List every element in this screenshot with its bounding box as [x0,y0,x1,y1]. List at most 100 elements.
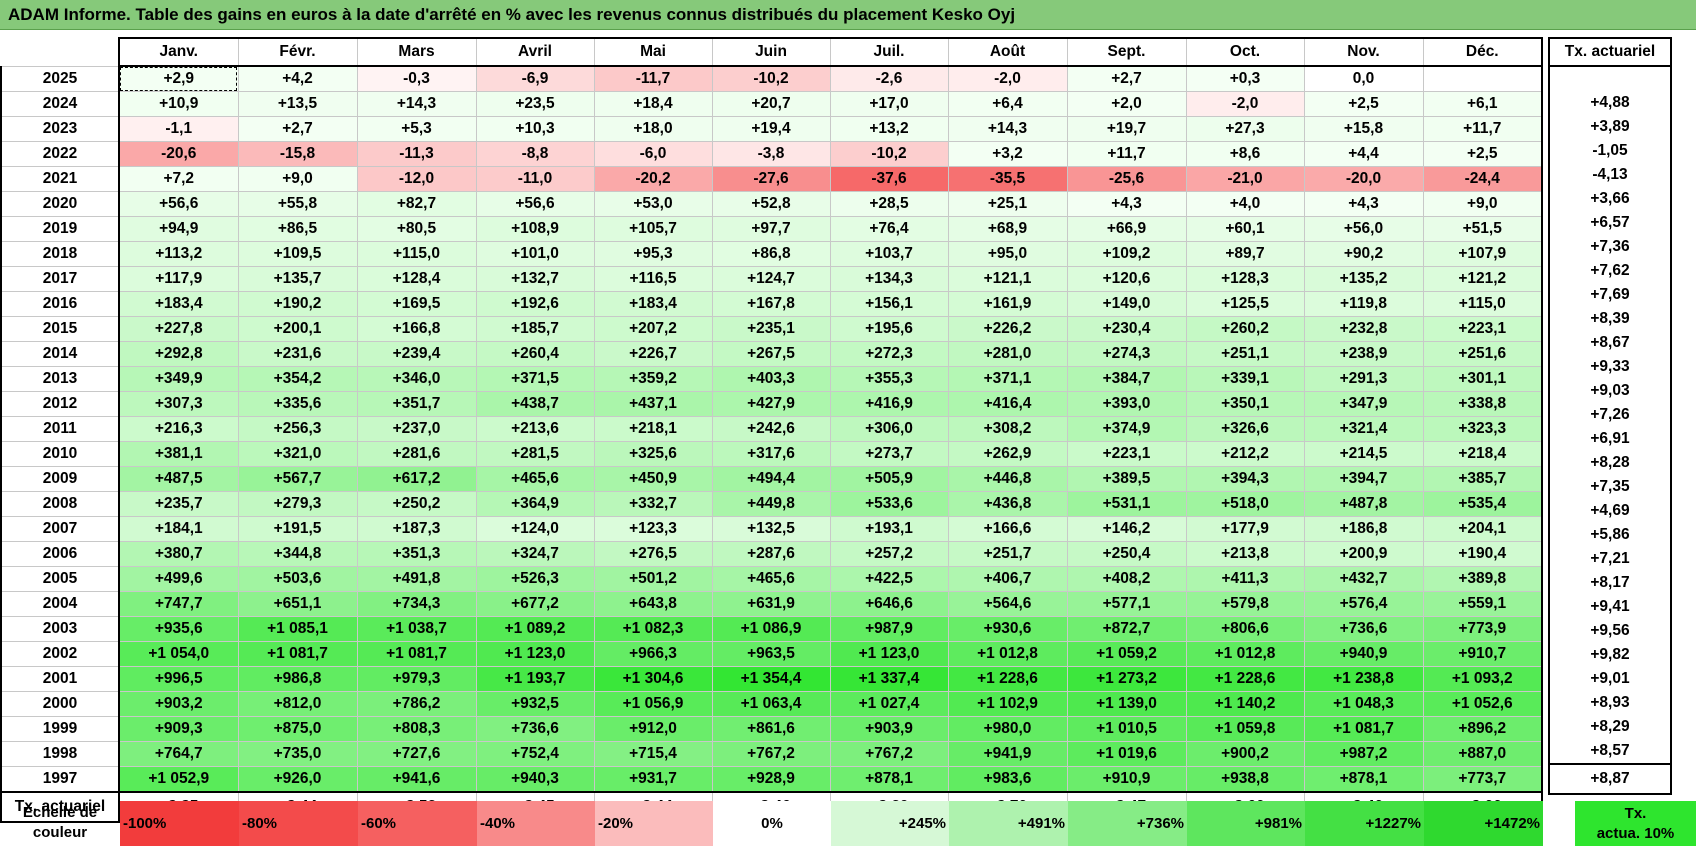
gain-cell: +926,0 [237,766,358,793]
gain-cell: -27,6 [711,166,831,192]
gain-cell: +1 089,2 [475,616,595,642]
rate-cell: +6,57 [1548,211,1672,235]
gain-cell: +86,5 [237,216,358,242]
gain-cell: +910,9 [1066,766,1187,793]
month-header-1: Janv. [118,37,239,67]
gain-cell: +427,9 [711,391,831,417]
gain-cell: +940,9 [1303,641,1424,667]
rate-cell: +3,89 [1548,115,1672,139]
year-label: 2009 [0,466,120,492]
gain-cell: +930,6 [947,616,1068,642]
gain-cell: +281,6 [356,441,477,467]
year-label: 2011 [0,416,120,442]
month-header-5: Mai [593,37,713,67]
gain-cell: +1 082,3 [593,616,713,642]
gain-cell: +980,0 [947,716,1068,742]
gain-cell: +281,5 [475,441,595,467]
gain-cell: +190,4 [1422,541,1543,567]
gain-cell: -20,2 [593,166,713,192]
gain-cell: +349,9 [118,366,239,392]
rate-row: +7,36 [1548,235,1672,259]
year-label: 2003 [0,616,120,642]
gain-cell: +384,7 [1066,366,1187,392]
year-label: 2010 [0,441,120,467]
gain-cell: +324,7 [475,541,595,567]
gain-cell: +103,7 [829,241,949,267]
gain-cell: +861,6 [711,716,831,742]
gain-cell: +60,1 [1185,216,1305,242]
table-row: 2005 +499,6 +503,6 +491,8 +526,3 +501,2 +465,6… [0,566,1543,592]
table-row: 1997 +1 052,9 +926,0 +941,6 +940,3 +931,7 +928… [0,766,1543,793]
gain-cell: +226,7 [593,341,713,367]
gain-cell: +216,3 [118,416,239,442]
gain-cell: +17,0 [829,91,949,117]
year-label: 2019 [0,216,120,242]
gain-cell: +213,6 [475,416,595,442]
gain-cell: -25,6 [1066,166,1187,192]
gain-cell: +374,9 [1066,416,1187,442]
gain-cell: +465,6 [475,466,595,492]
gain-cell: +257,2 [829,541,949,567]
gain-cell: +346,0 [356,366,477,392]
gain-cell: +56,6 [118,191,239,217]
year-label: 2018 [0,241,120,267]
gain-cell: +166,8 [356,316,477,342]
gain-cell: -2,0 [947,65,1068,92]
gain-cell: +966,3 [593,641,713,667]
month-header-2: Févr. [237,37,358,67]
gain-cell: +531,1 [1066,491,1187,517]
gain-cell: +120,6 [1066,266,1187,292]
gain-cell: +117,9 [118,266,239,292]
gain-cell: +806,6 [1185,616,1305,642]
gain-cell: +135,7 [237,266,358,292]
year-label: 2000 [0,691,120,717]
rate-row: +9,56 [1548,619,1672,643]
rate-row: +8,93 [1548,691,1672,715]
gain-cell: +931,7 [593,766,713,793]
gain-cell: +230,4 [1066,316,1187,342]
color-scale-rate-line2: actua. 10% [1596,825,1675,842]
gain-cell: +577,1 [1066,591,1187,617]
gain-cell: +808,3 [356,716,477,742]
summary-rate-cell: +8,87 [1548,763,1672,795]
gain-cell: +321,4 [1303,416,1424,442]
gain-cell: +267,5 [711,341,831,367]
rate-row: +4,88 [1548,91,1672,115]
gain-cell: +1 027,4 [829,691,949,717]
gain-cell: +18,4 [593,91,713,117]
gain-cell: -10,2 [711,65,831,92]
gain-cell: +389,5 [1066,466,1187,492]
gain-cell: -6,0 [593,141,713,167]
gain-cell: +631,9 [711,591,831,617]
gain-cell: +887,0 [1422,741,1543,767]
gain-cell: +9,0 [1422,191,1543,217]
rate-cell: +9,01 [1548,667,1672,691]
gain-cell: +767,2 [829,741,949,767]
rate-row: +3,89 [1548,115,1672,139]
gain-cell: +878,1 [829,766,949,793]
gain-cell: +321,0 [237,441,358,467]
year-label: 2022 [0,141,120,167]
table-row: 2000 +903,2 +812,0 +786,2 +932,5 +1 056,9 +1 0… [0,691,1543,717]
gain-cell: +109,5 [237,241,358,267]
gain-cell: +403,3 [711,366,831,392]
gain-cell: +66,9 [1066,216,1187,242]
gain-cell: +526,3 [475,566,595,592]
gain-cell: +646,6 [829,591,949,617]
gain-cell: +380,7 [118,541,239,567]
gain-cell: +896,2 [1422,716,1543,742]
report-title: ADAM Informe. Table des gains en euros à… [0,0,1696,30]
gain-cell: +501,2 [593,566,713,592]
gain-cell: +1 081,7 [1303,716,1424,742]
gain-cell: +432,7 [1303,566,1424,592]
gain-cell: -15,8 [237,141,358,167]
gain-cell: +82,7 [356,191,477,217]
gain-cell: +124,7 [711,266,831,292]
rate-cell: +5,86 [1548,523,1672,547]
gain-cell: +11,7 [1066,141,1187,167]
gain-cell: -1,1 [118,116,239,142]
year-label: 2021 [0,166,120,192]
gain-cell: +251,1 [1185,341,1305,367]
gains-table: Janv. Févr. Mars Avril Mai Juin Juil. Août Sept.… [0,37,1543,823]
gain-cell: +1 048,3 [1303,691,1424,717]
